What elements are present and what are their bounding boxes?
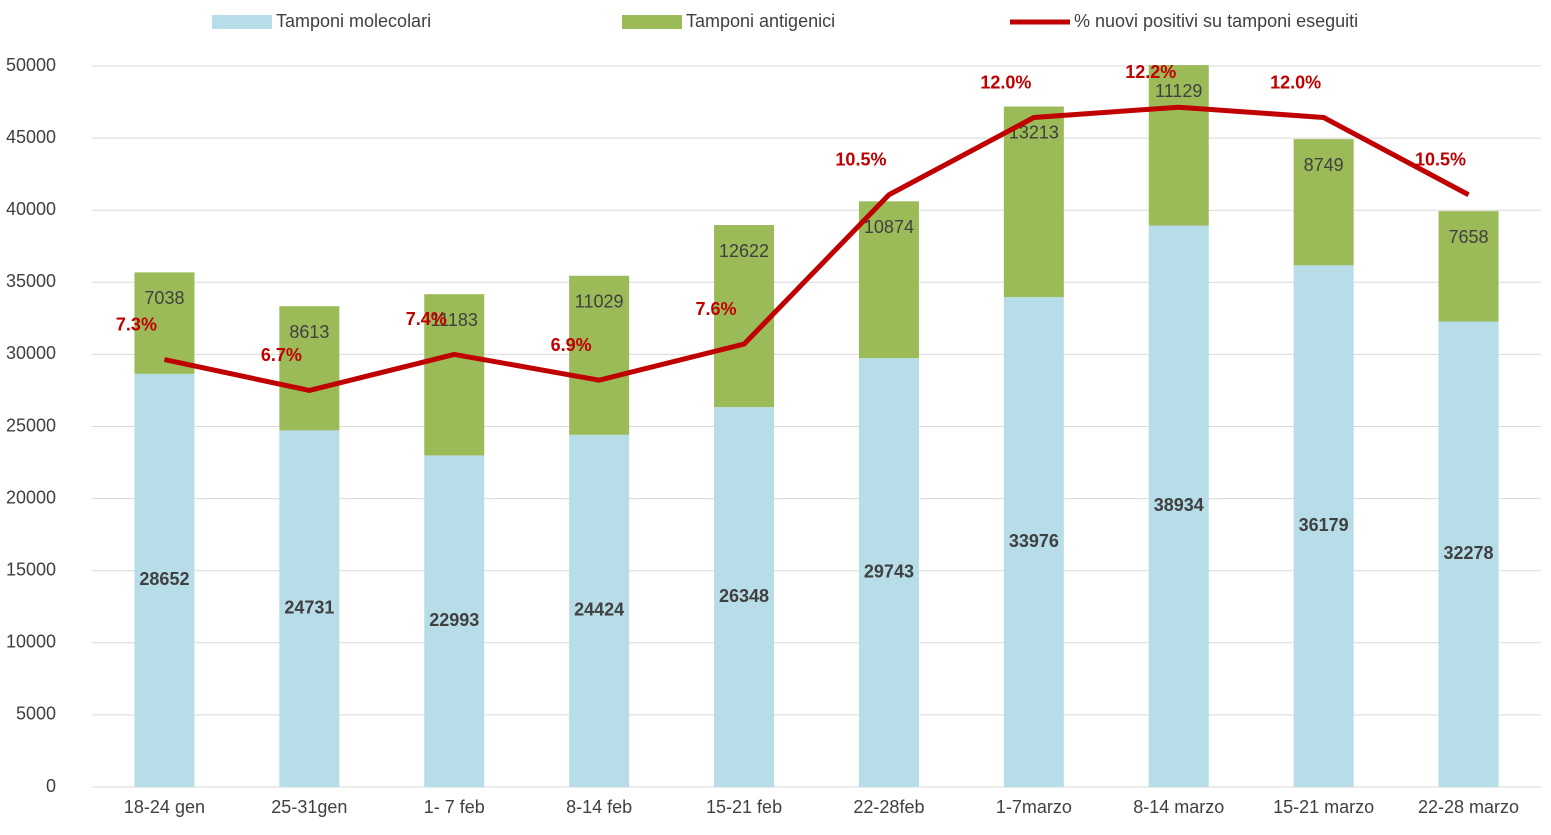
bar-segment [1003, 106, 1064, 298]
y-tick-label: 15000 [6, 559, 56, 579]
line-value-label: 10.5% [835, 150, 886, 170]
bar-value-label: 11183 [431, 310, 478, 330]
y-tick-label: 35000 [6, 271, 56, 291]
line-value-label: 12.0% [980, 72, 1031, 92]
y-tick-label: 40000 [6, 199, 56, 219]
line-value-label: 12.2% [1125, 62, 1176, 82]
bar-segment [1293, 265, 1354, 787]
x-tick-label: 15-21 marzo [1273, 797, 1374, 817]
legend-swatch [212, 15, 272, 29]
bar-value-label: 11029 [575, 292, 624, 312]
bar-value-label: 28652 [139, 569, 189, 589]
legend-label: % nuovi positivi su tamponi eseguiti [1074, 11, 1358, 31]
bar-value-label: 26348 [719, 586, 769, 606]
line-value-label: 7.3% [116, 314, 157, 334]
line-value-label: 7.4% [406, 309, 447, 329]
line-series [163, 104, 1470, 393]
x-tick-label: 1- 7 feb [424, 797, 485, 817]
bar-segment [134, 373, 195, 787]
bar-value-label: 11129 [1155, 81, 1202, 101]
x-tick-label: 18-24 gen [124, 797, 205, 817]
bar-segment [279, 430, 340, 787]
legend-swatch [622, 15, 682, 29]
bar-segment [1438, 321, 1499, 787]
y-tick-label: 45000 [6, 127, 56, 147]
line-value-label: 10.5% [1415, 150, 1466, 170]
bar-segment [858, 201, 919, 359]
bar-segment [424, 294, 485, 456]
y-tick-label: 30000 [6, 343, 56, 363]
bar-segment [714, 407, 775, 787]
bar-value-label: 10874 [864, 217, 914, 237]
bar-segment [134, 272, 195, 374]
y-tick-label: 20000 [6, 487, 56, 507]
bar-value-label: 32278 [1444, 543, 1494, 563]
line-value-label: 7.6% [696, 299, 737, 319]
bar-value-label: 7038 [144, 288, 184, 308]
line-value-label: 6.7% [261, 345, 302, 365]
bar-value-label: 13213 [1009, 122, 1059, 142]
bar-segment [1148, 65, 1209, 226]
bar-value-label: 24731 [284, 597, 334, 617]
bar-value-label: 7658 [1449, 227, 1489, 247]
bar-segment [279, 306, 340, 431]
bar-segment [1003, 297, 1064, 787]
bar-segment [1293, 139, 1354, 266]
bar-segment [569, 434, 630, 787]
bar-segment [569, 275, 630, 435]
bar-segment [1438, 211, 1499, 322]
bar-segment [714, 225, 775, 408]
bar-value-label: 22993 [429, 610, 479, 630]
bar-segment [1148, 225, 1209, 787]
y-tick-label: 10000 [6, 632, 56, 652]
x-tick-label: 1-7marzo [996, 797, 1072, 817]
bar-value-label: 12622 [719, 241, 769, 261]
y-tick-label: 0 [46, 776, 56, 796]
x-tick-label: 22-28feb [853, 797, 924, 817]
legend-label: Tamponi molecolari [276, 11, 431, 31]
line-value-label: 6.9% [551, 335, 592, 355]
x-tick-label: 8-14 feb [566, 797, 632, 817]
bar-value-label: 29743 [864, 561, 914, 581]
x-tick-label: 25-31gen [271, 797, 347, 817]
bar-value-label: 33976 [1009, 531, 1059, 551]
bar-segment [858, 358, 919, 787]
x-tick-label: 8-14 marzo [1133, 797, 1224, 817]
y-tick-label: 5000 [16, 704, 56, 724]
y-tick-label: 50000 [6, 55, 56, 75]
bar-value-label: 24424 [574, 600, 624, 620]
bar-value-label: 8749 [1304, 155, 1344, 175]
bar-segment [424, 455, 485, 787]
legend-label: Tamponi antigenici [686, 11, 835, 31]
y-tick-label: 25000 [6, 415, 56, 435]
bar-value-label: 36179 [1299, 515, 1349, 535]
bar-value-label: 38934 [1154, 495, 1204, 515]
bar-value-label: 8613 [289, 322, 329, 342]
x-tick-label: 22-28 marzo [1418, 797, 1519, 817]
line-value-label: 12.0% [1270, 72, 1321, 92]
x-tick-label: 15-21 feb [706, 797, 782, 817]
